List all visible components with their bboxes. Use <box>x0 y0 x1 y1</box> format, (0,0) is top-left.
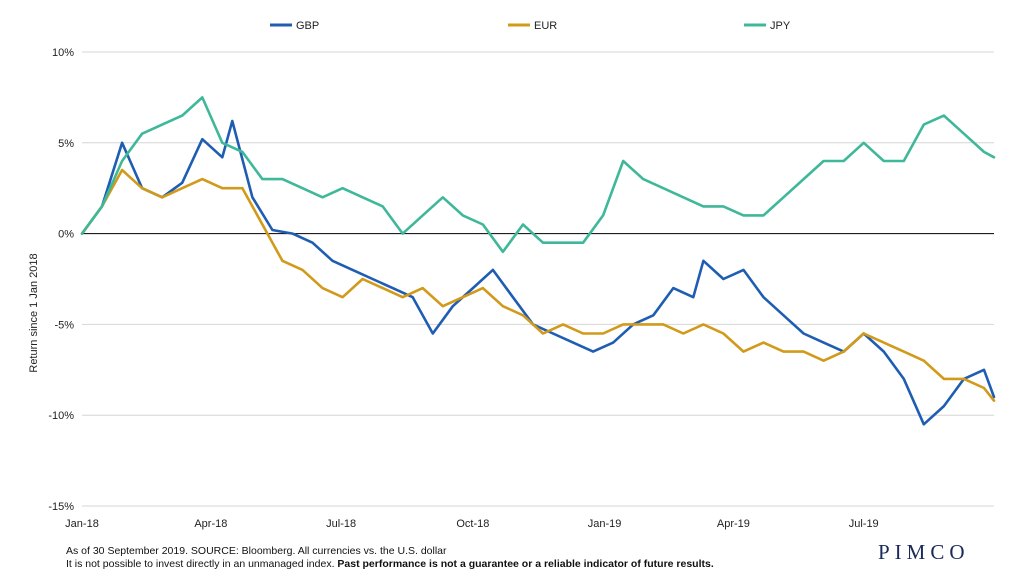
x-axis: Jan-18 Apr-18 Jul-18 Oct-18 Jan-19 Apr-19 Jul-… <box>65 518 879 530</box>
y-tick-label: -15% <box>48 501 74 513</box>
legend-label-jpy: JPY <box>770 20 791 32</box>
y-tick-label: 10% <box>52 47 74 59</box>
disclaimer: It is not possible to invest directly in… <box>66 558 714 570</box>
x-tick-label: Apr-19 <box>717 518 750 530</box>
y-tick-label: -5% <box>54 319 74 331</box>
y-axis-label: Return since 1 Jan 2018 <box>28 253 40 372</box>
y-tick-label: -10% <box>48 410 74 422</box>
disclaimer-bold: Past performance is not a guarantee or a… <box>337 558 714 570</box>
x-tick-label: Jul-19 <box>849 518 879 530</box>
gridlines <box>82 51 994 507</box>
x-tick-label: Jul-18 <box>326 518 356 530</box>
y-tick-label: 5% <box>58 138 74 150</box>
series-lines <box>80 96 996 426</box>
series-line-eur <box>80 168 996 403</box>
legend-label-gbp: GBP <box>296 20 319 32</box>
y-axis: 10% 5% 0% -5% -10% -15% <box>48 47 74 513</box>
x-tick-label: Apr-18 <box>194 518 227 530</box>
series-line-gbp <box>80 119 996 426</box>
series-line-jpy <box>80 96 996 254</box>
line-chart: 10% 5% 0% -5% -10% -15% Jan-18 Apr-18 Jul-18 Oct… <box>28 20 996 530</box>
pimco-logo: PIMCO <box>878 540 970 564</box>
source-note: As of 30 September 2019. SOURCE: Bloombe… <box>66 545 447 557</box>
x-tick-label: Oct-18 <box>456 518 489 530</box>
y-tick-label: 0% <box>58 229 74 241</box>
x-tick-label: Jan-18 <box>65 518 99 530</box>
disclaimer-text: It is not possible to invest directly in… <box>66 558 338 570</box>
legend-label-eur: EUR <box>534 20 557 32</box>
legend: GBP EUR JPY <box>270 20 791 32</box>
x-tick-label: Jan-19 <box>588 518 622 530</box>
